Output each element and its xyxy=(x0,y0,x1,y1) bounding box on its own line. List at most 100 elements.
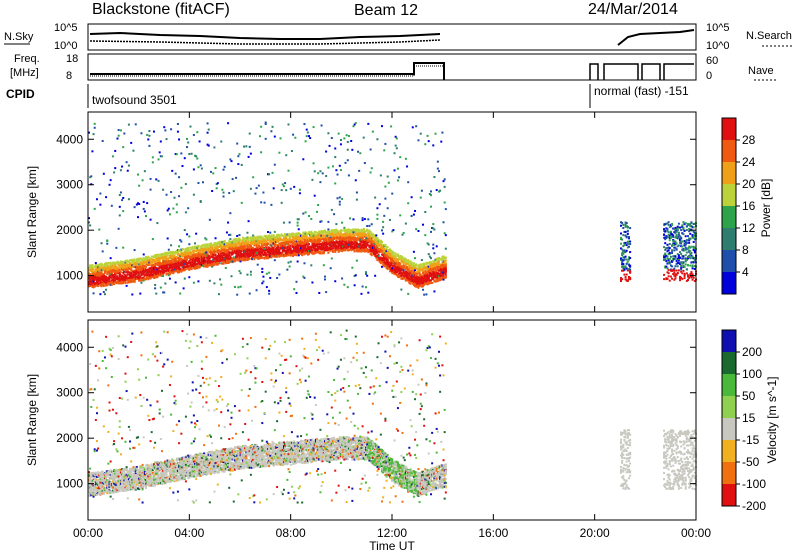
data-point xyxy=(203,255,206,258)
data-point xyxy=(114,267,117,270)
data-point xyxy=(312,238,315,241)
data-point xyxy=(105,267,108,270)
data-point xyxy=(281,235,284,238)
data-point xyxy=(261,282,264,285)
data-point xyxy=(125,260,128,263)
data-point xyxy=(361,238,364,241)
data-point xyxy=(320,220,323,223)
data-point xyxy=(316,245,318,248)
data-point xyxy=(313,240,316,243)
data-point xyxy=(292,249,295,252)
data-point xyxy=(279,242,282,245)
data-point xyxy=(139,268,142,271)
data-point xyxy=(118,271,121,274)
data-point xyxy=(288,244,291,247)
data-point xyxy=(91,280,94,283)
data-point xyxy=(273,240,276,243)
data-point xyxy=(198,261,201,264)
data-point xyxy=(292,236,295,239)
data-point xyxy=(353,284,356,287)
data-point xyxy=(243,247,246,250)
data-point xyxy=(124,278,127,281)
data-point xyxy=(137,260,140,263)
data-point xyxy=(195,253,198,256)
data-point xyxy=(188,249,191,252)
data-point xyxy=(166,272,169,275)
data-point xyxy=(354,232,357,235)
data-point xyxy=(268,249,271,252)
data-point xyxy=(262,280,265,283)
data-point xyxy=(133,278,136,281)
data-point xyxy=(178,195,181,198)
data-point xyxy=(207,249,210,252)
data-point xyxy=(142,257,145,260)
data-point xyxy=(158,267,161,270)
data-point xyxy=(230,253,233,256)
data-point xyxy=(206,122,209,125)
data-point xyxy=(138,202,141,205)
data-point xyxy=(102,280,105,283)
data-point xyxy=(186,233,189,236)
data-point xyxy=(149,272,152,275)
data-point xyxy=(142,273,145,276)
data-point xyxy=(252,255,255,258)
data-point xyxy=(279,237,282,240)
data-point xyxy=(295,291,298,294)
data-point xyxy=(175,262,178,265)
data-point xyxy=(346,140,349,143)
data-point xyxy=(338,203,341,206)
data-point xyxy=(352,218,355,221)
data-point xyxy=(129,277,132,280)
data-point xyxy=(311,233,314,236)
data-point xyxy=(168,271,171,274)
data-point xyxy=(308,246,311,249)
data-point xyxy=(92,278,95,281)
data-point xyxy=(101,273,104,276)
data-point xyxy=(239,249,242,252)
data-point xyxy=(306,247,309,250)
data-point xyxy=(184,265,187,268)
data-point xyxy=(294,136,297,139)
data-point xyxy=(264,248,267,251)
data-point xyxy=(126,265,129,268)
data-point xyxy=(192,265,195,268)
data-point xyxy=(102,274,105,277)
data-point xyxy=(365,273,368,276)
data-point xyxy=(266,173,269,176)
data-point xyxy=(94,273,97,276)
data-point xyxy=(176,251,179,254)
data-point xyxy=(89,278,92,281)
data-point xyxy=(288,265,291,268)
data-point xyxy=(318,233,321,236)
data-point xyxy=(162,260,165,263)
data-point xyxy=(335,236,338,239)
data-point xyxy=(360,250,363,253)
data-point xyxy=(189,125,192,128)
data-point xyxy=(363,233,366,236)
data-point xyxy=(151,156,154,159)
data-point xyxy=(172,261,175,264)
data-point xyxy=(231,241,234,244)
data-point xyxy=(125,263,128,266)
data-point xyxy=(302,275,305,278)
data-point xyxy=(317,236,320,239)
data-point xyxy=(277,237,280,240)
data-point xyxy=(264,255,267,258)
data-point xyxy=(198,140,201,143)
data-point xyxy=(113,276,116,279)
data-point xyxy=(224,244,227,247)
data-point xyxy=(304,236,307,239)
data-point xyxy=(279,253,282,256)
data-point xyxy=(167,269,170,272)
nave-label: Nave xyxy=(748,65,774,77)
data-point xyxy=(142,276,145,279)
data-point xyxy=(97,270,100,273)
data-point xyxy=(351,266,354,269)
data-point xyxy=(233,258,236,261)
data-point xyxy=(331,229,334,232)
data-point xyxy=(259,236,261,239)
data-point xyxy=(365,271,368,274)
data-point xyxy=(261,238,264,241)
data-point xyxy=(346,243,349,246)
data-point xyxy=(160,270,163,273)
